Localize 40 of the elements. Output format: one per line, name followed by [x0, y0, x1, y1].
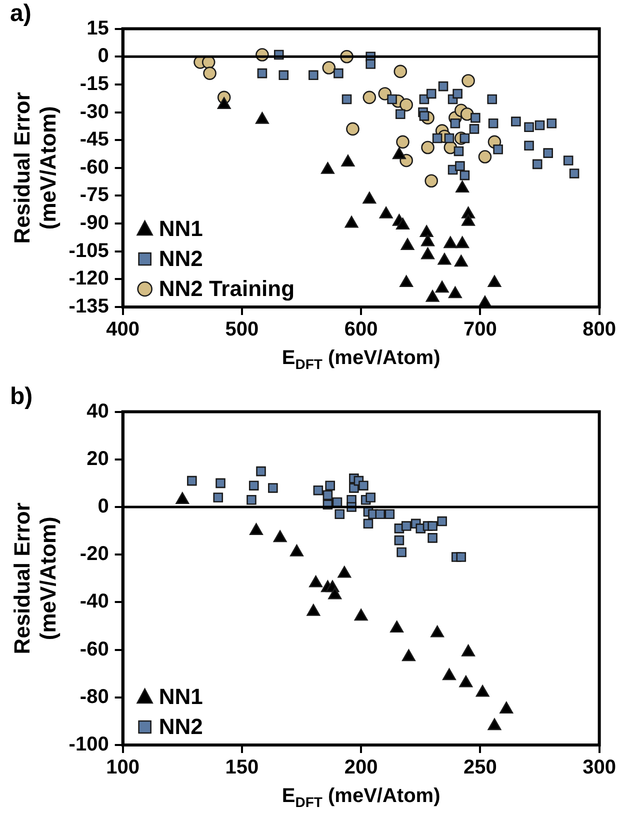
x-tick-label: 200	[344, 756, 378, 779]
y-tick-label: -80	[80, 686, 109, 708]
x-tick-label: 700	[464, 318, 497, 341]
x-tick-label: 600	[344, 318, 378, 341]
y-tick-label: -15	[80, 72, 109, 95]
y-tick-label: -75	[80, 184, 109, 206]
x-tick-label: 300	[582, 756, 616, 779]
y-tick-label: 0	[98, 45, 109, 68]
y-tick-label: -45	[80, 128, 109, 151]
y-tick-label: -135	[68, 296, 109, 318]
y-tick-label: -60	[80, 638, 109, 660]
legend-label: NN2 Training	[158, 276, 295, 302]
y-tick-label: 0	[98, 496, 109, 518]
x-axis-title: E$_{DFT}$ (meV/Atom)	[282, 785, 440, 810]
y-tick-label: -60	[80, 156, 109, 178]
y-axis-title: Residual Error (meV/Atom)	[9, 92, 61, 244]
legend-label: NN2	[158, 714, 203, 740]
y-tick-label: -120	[68, 268, 109, 290]
y-tick-label: -40	[80, 590, 109, 613]
x-tick-label: 800	[582, 318, 616, 341]
y-tick-label: 40	[86, 400, 109, 422]
y-tick-label: 15	[86, 17, 109, 40]
x-tick-label: 250	[464, 756, 497, 779]
y-tick-label: -100	[68, 734, 109, 756]
chart-title: a)	[10, 0, 32, 28]
y-tick-label: -105	[68, 240, 109, 262]
y-tick-label: -20	[80, 543, 109, 566]
y-tick-label: -90	[80, 212, 109, 234]
x-axis-title: E$_{DFT}$ (meV/Atom)	[282, 347, 440, 372]
legend-label: NN1	[158, 684, 203, 710]
x-tick-label: 400	[106, 318, 140, 341]
y-tick-label: 20	[86, 448, 109, 470]
legend-label: NN1	[158, 216, 203, 242]
x-tick-label: 150	[225, 756, 259, 779]
y-axis-title: Residual Error (meV/Atom)	[9, 502, 61, 654]
legend-label: NN2	[158, 246, 203, 272]
y-tick-label: -30	[80, 100, 109, 123]
chart-title: b)	[10, 383, 33, 410]
x-tick-label: 100	[106, 756, 140, 779]
x-tick-label: 500	[225, 318, 259, 341]
